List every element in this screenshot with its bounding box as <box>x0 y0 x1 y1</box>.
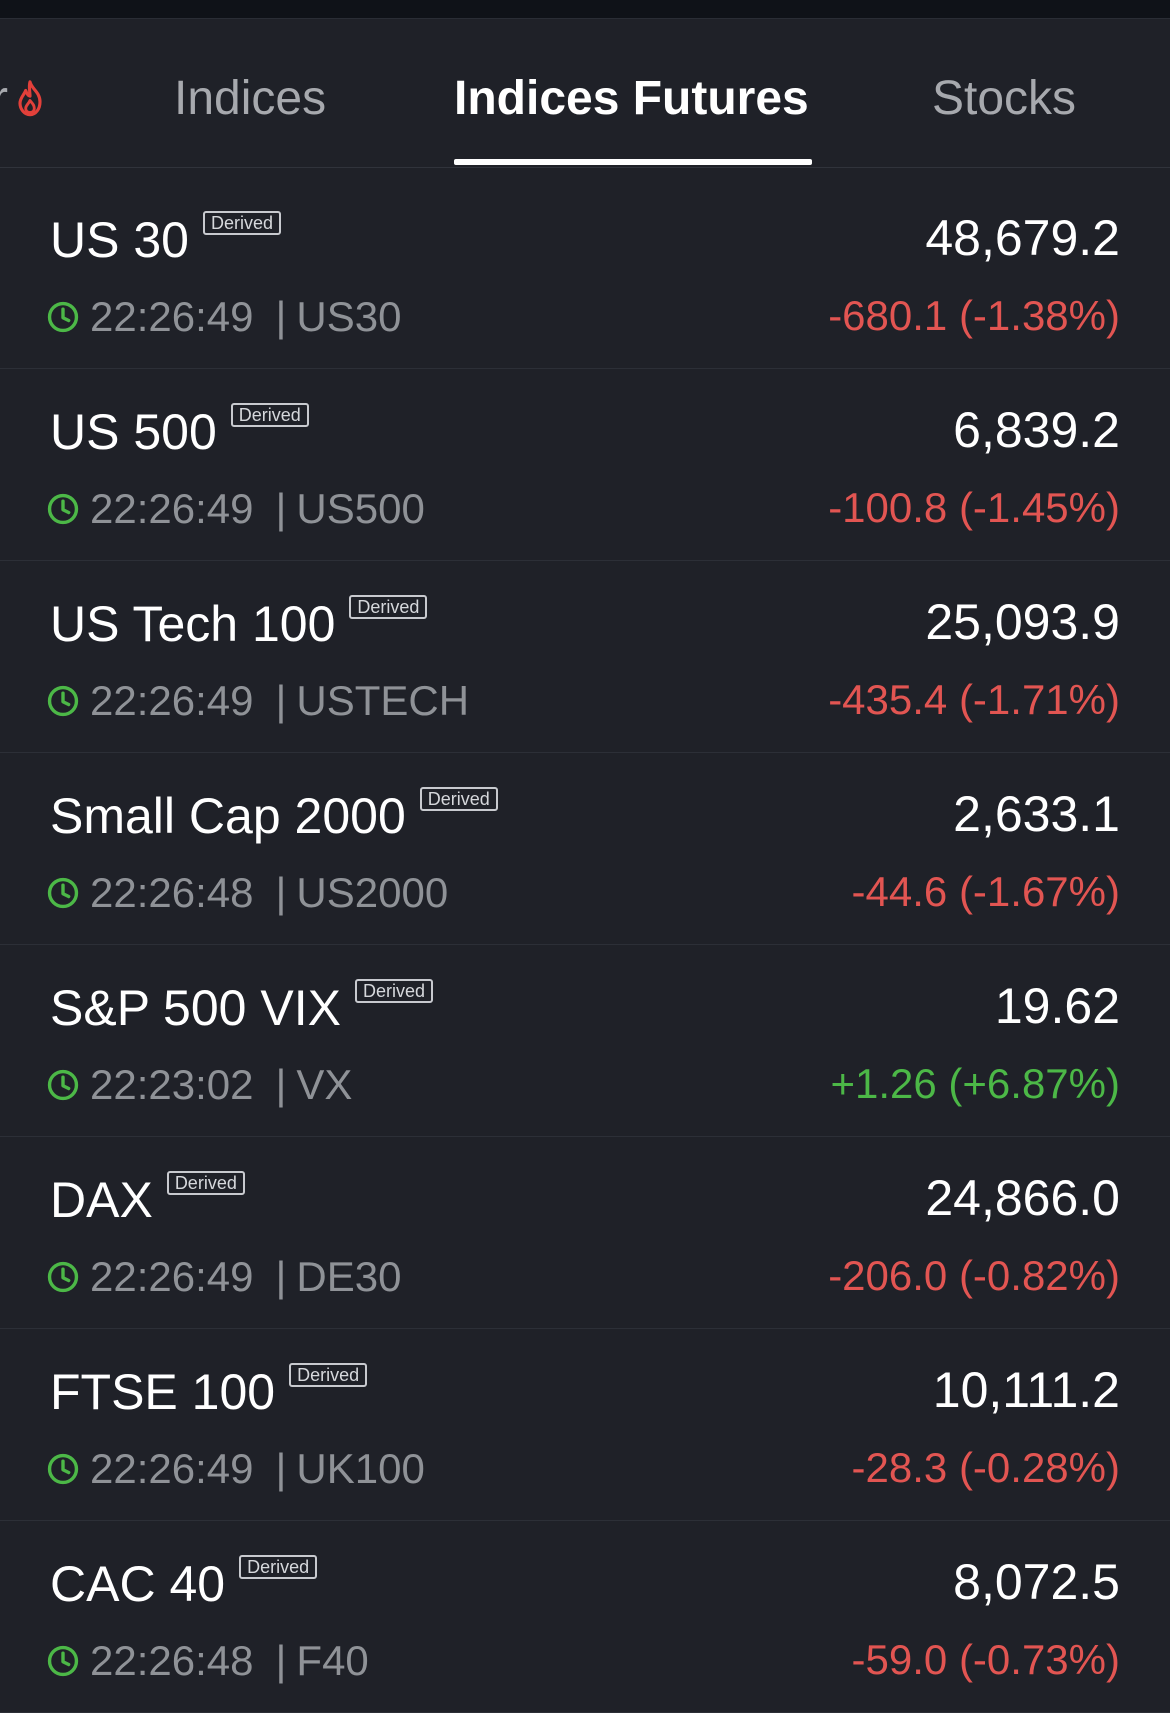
instrument-name-line: US 500 Derived <box>50 403 309 461</box>
list-item[interactable]: FTSE 100 Derived 22:26:49 | UK100 10,111.2 -28… <box>0 1329 1170 1521</box>
last-price: 25,093.9 <box>925 594 1120 650</box>
instrument-name: US 500 <box>50 404 217 460</box>
separator: | <box>275 1637 287 1684</box>
instrument-name-line: Small Cap 2000 Derived <box>50 787 498 845</box>
instrument-meta: 22:26:49 | US30 <box>46 292 401 342</box>
derived-badge: Derived <box>349 595 428 619</box>
derived-badge: Derived <box>354 979 433 1003</box>
last-update-time: 22:26:49 <box>90 677 254 724</box>
instrument-name-line: US Tech 100 Derived <box>50 595 428 653</box>
derived-badge: Derived <box>239 1555 318 1579</box>
derived-badge: Derived <box>230 403 309 427</box>
last-update-time: 22:26:48 <box>90 869 254 916</box>
price-change: -680.1 (-1.38%) <box>828 292 1120 339</box>
tab-stocks[interactable]: Stocks <box>932 72 1077 125</box>
price-change: +1.26 (+6.87%) <box>830 1060 1120 1107</box>
last-price: 19.62 <box>994 978 1120 1034</box>
instrument-symbol: US30 <box>296 293 402 340</box>
tab-trending-label: r <box>0 75 8 123</box>
derived-badge: Derived <box>419 787 498 811</box>
tab-indices-futures[interactable]: Indices Futures <box>454 72 809 125</box>
clock-icon <box>47 1645 79 1677</box>
instrument-symbol: USTECH <box>296 677 470 724</box>
quotes-list: US 30 Derived 22:26:49 | US30 48,679.2 -680.1 … <box>0 177 1170 1713</box>
clock-icon <box>47 493 79 525</box>
instrument-name-line: DAX Derived <box>50 1171 245 1229</box>
instrument-meta: 22:26:49 | US500 <box>46 484 425 534</box>
separator: | <box>275 677 287 724</box>
separator: | <box>275 1061 287 1108</box>
active-tab-indicator <box>454 159 812 165</box>
list-item[interactable]: Small Cap 2000 Derived 22:26:48 | US2000 2,63… <box>0 753 1170 945</box>
instrument-symbol: F40 <box>296 1637 369 1684</box>
last-update-time: 22:23:02 <box>90 1061 254 1108</box>
separator: | <box>275 1445 287 1492</box>
price-change: -28.3 (-0.28%) <box>851 1444 1120 1491</box>
price-change: -100.8 (-1.45%) <box>828 484 1120 531</box>
last-price: 24,866.0 <box>925 1170 1120 1226</box>
last-price: 10,111.2 <box>932 1362 1120 1418</box>
category-tab-bar: r Indices Indices Futures Stocks <box>0 19 1170 168</box>
clock-icon <box>47 685 79 717</box>
instrument-name: US Tech 100 <box>50 596 336 652</box>
list-item[interactable]: S&P 500 VIX Derived 22:23:02 | VX 19.62 +1.26 … <box>0 945 1170 1137</box>
list-item[interactable]: DAX Derived 22:26:49 | DE30 24,866.0 -206.0 (-… <box>0 1137 1170 1329</box>
instrument-name-line: S&P 500 VIX Derived <box>50 979 433 1037</box>
instrument-meta: 22:26:49 | USTECH <box>46 676 469 726</box>
clock-icon <box>47 877 79 909</box>
separator: | <box>275 869 287 916</box>
last-update-time: 22:26:49 <box>90 485 254 532</box>
instrument-name: CAC 40 <box>50 1556 226 1612</box>
list-item[interactable]: US 30 Derived 22:26:49 | US30 48,679.2 -680.1 … <box>0 177 1170 369</box>
list-item[interactable]: US Tech 100 Derived 22:26:49 | USTECH 25,093.… <box>0 561 1170 753</box>
instrument-name-line: CAC 40 Derived <box>50 1555 318 1613</box>
tab-trending-partial[interactable]: r <box>0 75 48 123</box>
instrument-symbol: US500 <box>296 485 425 532</box>
instrument-meta: 22:26:48 | F40 <box>46 1636 369 1686</box>
instrument-meta: 22:23:02 | VX <box>46 1060 352 1110</box>
instrument-symbol: VX <box>296 1061 353 1108</box>
price-change: -206.0 (-0.82%) <box>828 1252 1120 1299</box>
price-change: -435.4 (-1.71%) <box>828 676 1120 723</box>
price-change: -59.0 (-0.73%) <box>851 1636 1120 1683</box>
clock-icon <box>47 1453 79 1485</box>
fire-icon <box>18 80 42 117</box>
separator: | <box>275 1253 287 1300</box>
instrument-symbol: DE30 <box>296 1253 402 1300</box>
last-price: 2,633.1 <box>953 786 1120 842</box>
clock-icon <box>47 1261 79 1293</box>
instrument-name: S&P 500 VIX <box>50 980 341 1036</box>
derived-badge: Derived <box>166 1171 245 1195</box>
instrument-name: Small Cap 2000 <box>50 788 406 844</box>
last-update-time: 22:26:49 <box>90 1253 254 1300</box>
instrument-name-line: US 30 Derived <box>50 211 281 269</box>
last-price: 6,839.2 <box>953 402 1120 458</box>
list-item[interactable]: CAC 40 Derived 22:26:48 | F40 8,072.5 -59.0 (-… <box>0 1521 1170 1713</box>
tab-indices[interactable]: Indices <box>174 72 327 125</box>
list-item[interactable]: US 500 Derived 22:26:49 | US500 6,839.2 -100.8… <box>0 369 1170 561</box>
derived-badge: Derived <box>202 211 281 235</box>
instrument-name: DAX <box>50 1172 153 1228</box>
instrument-name-line: FTSE 100 Derived <box>50 1363 368 1421</box>
separator: | <box>275 293 287 340</box>
status-bar-strip <box>0 0 1170 19</box>
price-change: -44.6 (-1.67%) <box>851 868 1120 915</box>
clock-icon <box>47 301 79 333</box>
instrument-name: US 30 <box>50 212 189 268</box>
instrument-meta: 22:26:49 | DE30 <box>46 1252 401 1302</box>
last-price: 8,072.5 <box>953 1554 1120 1610</box>
instrument-symbol: US2000 <box>296 869 449 916</box>
instrument-meta: 22:26:49 | UK100 <box>46 1444 425 1494</box>
clock-icon <box>47 1069 79 1101</box>
instrument-symbol: UK100 <box>296 1445 425 1492</box>
last-update-time: 22:26:49 <box>90 293 254 340</box>
separator: | <box>275 485 287 532</box>
last-price: 48,679.2 <box>925 210 1120 266</box>
instrument-name: FTSE 100 <box>50 1364 276 1420</box>
last-update-time: 22:26:48 <box>90 1637 254 1684</box>
derived-badge: Derived <box>289 1363 368 1387</box>
last-update-time: 22:26:49 <box>90 1445 254 1492</box>
instrument-meta: 22:26:48 | US2000 <box>46 868 448 918</box>
